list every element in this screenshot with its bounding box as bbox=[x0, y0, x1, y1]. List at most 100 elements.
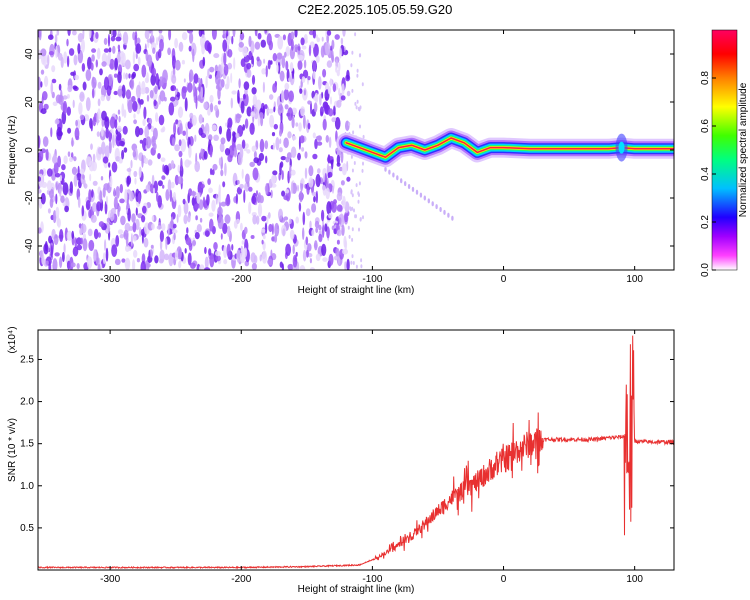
noise-speckle bbox=[298, 202, 302, 212]
noise-speckle bbox=[173, 122, 177, 136]
noise-speckle bbox=[218, 201, 222, 215]
noise-speckle bbox=[254, 41, 261, 50]
noise-speckle bbox=[138, 226, 142, 238]
noise-speckle bbox=[191, 114, 197, 126]
noise-speckle bbox=[415, 189, 419, 195]
noise-speckle bbox=[137, 56, 141, 66]
noise-speckle bbox=[133, 170, 138, 178]
noise-speckle bbox=[60, 195, 65, 203]
noise-speckle bbox=[273, 106, 276, 113]
noise-speckle bbox=[127, 208, 131, 222]
noise-speckle bbox=[346, 90, 351, 97]
noise-speckle bbox=[170, 160, 175, 169]
noise-speckle bbox=[189, 32, 194, 44]
noise-speckle bbox=[230, 97, 233, 109]
noise-speckle bbox=[160, 157, 166, 162]
noise-speckle bbox=[217, 215, 224, 230]
noise-speckle bbox=[264, 30, 268, 34]
noise-speckle bbox=[83, 183, 88, 189]
noise-speckle bbox=[211, 169, 215, 176]
noise-speckle bbox=[99, 68, 103, 76]
noise-speckle bbox=[187, 214, 191, 223]
noise-speckle bbox=[145, 263, 151, 268]
noise-speckle bbox=[285, 243, 291, 256]
noise-speckle bbox=[103, 48, 109, 53]
noise-speckle bbox=[174, 249, 179, 261]
noise-speckle bbox=[97, 81, 102, 89]
noise-speckle bbox=[141, 231, 144, 244]
noise-speckle bbox=[275, 137, 280, 151]
noise-speckle bbox=[200, 184, 205, 189]
noise-speckle bbox=[223, 63, 229, 76]
snr-y-axis-label: SNR (10 * v/v) bbox=[7, 418, 18, 482]
noise-speckle bbox=[358, 227, 360, 232]
noise-speckle bbox=[297, 60, 303, 70]
noise-speckle bbox=[40, 108, 47, 115]
noise-speckle bbox=[357, 199, 360, 204]
noise-speckle bbox=[108, 139, 112, 154]
noise-speckle bbox=[291, 116, 295, 129]
noise-speckle bbox=[141, 64, 147, 78]
noise-speckle bbox=[75, 119, 78, 127]
noise-speckle bbox=[190, 262, 196, 269]
noise-speckle bbox=[57, 52, 63, 61]
noise-speckle bbox=[297, 152, 301, 161]
noise-speckle bbox=[105, 247, 109, 262]
noise-speckle bbox=[59, 229, 64, 242]
noise-speckle bbox=[248, 35, 252, 48]
noise-speckle bbox=[244, 118, 249, 129]
noise-speckle bbox=[158, 114, 165, 126]
noise-speckle bbox=[130, 233, 133, 247]
noise-speckle bbox=[269, 114, 275, 128]
noise-speckle bbox=[61, 164, 66, 171]
noise-speckle bbox=[151, 42, 157, 51]
noise-speckle bbox=[85, 97, 91, 112]
noise-speckle bbox=[323, 102, 329, 114]
noise-speckle bbox=[126, 168, 132, 172]
noise-speckle bbox=[103, 37, 108, 46]
noise-speckle bbox=[82, 238, 88, 252]
noise-speckle bbox=[194, 203, 200, 210]
noise-speckle bbox=[333, 199, 337, 205]
noise-speckle bbox=[254, 30, 258, 37]
noise-speckle bbox=[321, 243, 327, 256]
noise-speckle bbox=[203, 101, 208, 110]
noise-speckle bbox=[159, 79, 162, 88]
noise-speckle bbox=[174, 59, 181, 71]
noise-speckle bbox=[66, 38, 69, 47]
noise-speckle bbox=[232, 30, 236, 38]
noise-speckle bbox=[227, 117, 233, 128]
noise-speckle bbox=[93, 249, 97, 262]
noise-speckle bbox=[253, 150, 257, 159]
noise-speckle bbox=[48, 34, 54, 40]
noise-speckle bbox=[318, 233, 323, 243]
noise-speckle bbox=[253, 157, 260, 164]
noise-speckle bbox=[71, 166, 78, 175]
tone-track-band bbox=[345, 137, 674, 158]
noise-speckle bbox=[98, 221, 105, 228]
noise-speckle bbox=[92, 153, 96, 163]
noise-speckle bbox=[310, 101, 312, 115]
noise-speckle bbox=[355, 183, 358, 188]
noise-speckle bbox=[168, 30, 172, 41]
noise-speckle bbox=[135, 43, 142, 54]
noise-speckle bbox=[250, 235, 255, 239]
noise-speckle bbox=[113, 188, 116, 197]
noise-speckle bbox=[114, 57, 118, 71]
noise-speckle bbox=[108, 162, 111, 168]
noise-speckle bbox=[135, 126, 140, 138]
noise-speckle bbox=[53, 234, 59, 246]
noise-speckle bbox=[315, 227, 319, 233]
noise-speckle bbox=[172, 137, 176, 147]
noise-speckle bbox=[192, 80, 196, 93]
noise-speckle bbox=[167, 179, 172, 194]
noise-speckle bbox=[306, 183, 310, 195]
noise-speckle bbox=[86, 256, 93, 269]
noise-speckle bbox=[179, 123, 183, 135]
noise-speckle bbox=[134, 34, 137, 47]
noise-speckle bbox=[189, 112, 194, 119]
noise-speckle bbox=[194, 232, 200, 240]
noise-speckle bbox=[74, 74, 80, 80]
noise-speckle bbox=[209, 102, 214, 113]
noise-speckle bbox=[238, 78, 241, 89]
